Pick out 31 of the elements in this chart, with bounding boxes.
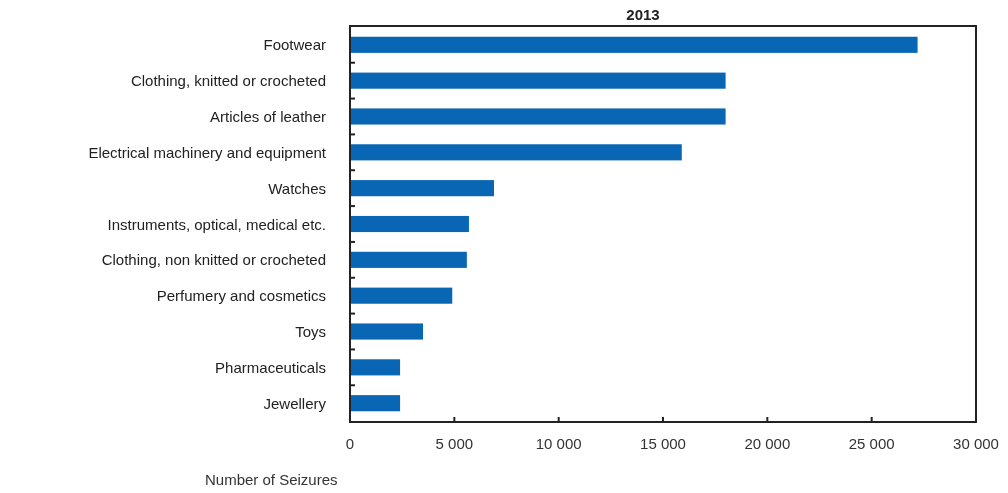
- bar: [350, 108, 726, 125]
- bar: [350, 395, 401, 412]
- y-tick-label: Watches: [268, 179, 326, 197]
- y-tick-label: Clothing, knitted or crocheted: [130, 72, 326, 90]
- x-tick-label: 30 000: [953, 435, 999, 452]
- y-tick-label: Jewellery: [263, 394, 327, 412]
- x-tick-label: 15 000: [640, 435, 686, 452]
- x-axis-title: Number of Seizures: [205, 471, 338, 488]
- y-tick-label: Clothing, non knitted or crocheted: [101, 251, 326, 269]
- bar: [350, 215, 469, 233]
- bar: [350, 180, 494, 197]
- x-tick-label: 5 000: [435, 435, 474, 452]
- y-tick-label: Pharmaceuticals: [215, 358, 326, 376]
- bar: [350, 287, 453, 304]
- bar: [350, 144, 682, 161]
- x-tick-label: 20 000: [744, 435, 791, 452]
- bar: [350, 359, 401, 376]
- x-tick-label: 25 000: [848, 435, 895, 452]
- bar: [350, 251, 467, 268]
- y-tick-label: Electrical machinery and equipment: [88, 143, 327, 161]
- y-tick-label: Perfumery and cosmetics: [156, 287, 326, 305]
- y-tick-label: Articles of leather: [210, 107, 326, 125]
- x-tick-label: 10 000: [535, 435, 582, 452]
- bar: [350, 36, 918, 53]
- bar: [350, 323, 424, 340]
- y-tick-label: Instruments, optical, medical etc.: [107, 215, 326, 233]
- bar: [350, 72, 726, 89]
- chart-title: 2013: [626, 6, 660, 23]
- x-tick-label: 0: [345, 435, 355, 452]
- y-tick-label: Toys: [295, 323, 326, 341]
- y-tick-label: Footwear: [263, 36, 326, 54]
